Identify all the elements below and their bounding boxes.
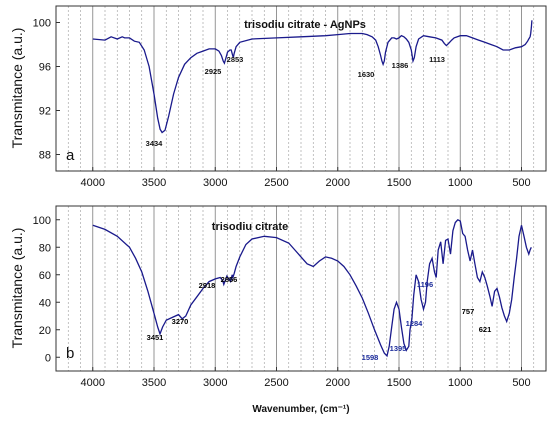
panel-a: 4000 3500 3000 2500 2000 1500 1000 500 88 92 96 100… <box>9 5 547 190</box>
y-tick-label-b-20: 20 <box>39 325 51 337</box>
x-tick-label-b-1000: 1000 <box>448 377 472 389</box>
x-tick-label-a-1500: 1500 <box>387 177 411 189</box>
peak-label-621: 621 <box>479 325 492 334</box>
panel-a-y-axis-label: Transmitance (a.u.) <box>9 28 25 149</box>
panel-a-plot-frame <box>55 5 547 172</box>
panel-b: 4000 3500 3000 2500 2000 1500 1000 500 0 20 40 60 80… <box>9 205 547 389</box>
x-tick-label-a-500: 500 <box>512 177 530 189</box>
panel-b-ticks: 4000 3500 3000 2500 2000 1500 1000 500 0 20 40 60 80… <box>33 215 531 389</box>
panel-a-ticks: 4000 3500 3000 2500 2000 1500 1000 500 88 92 96 100 <box>33 18 531 190</box>
y-tick-label-a-88: 88 <box>39 150 51 162</box>
panel-b-spectrum-line <box>92 218 532 358</box>
x-tick-label-a-2500: 2500 <box>264 177 288 189</box>
peak-label-1386: 1386 <box>392 61 409 70</box>
peak-label-1598: 1598 <box>362 353 379 362</box>
panel-a-gridlines <box>67 6 535 171</box>
panel-b-letter: b <box>66 345 74 362</box>
y-tick-label-a-96: 96 <box>39 62 51 74</box>
y-tick-label-b-0: 0 <box>45 352 51 364</box>
peak-label-2925: 2925 <box>205 67 222 76</box>
x-tick-label-a-3500: 3500 <box>142 177 166 189</box>
panel-a-title: trisodiu citrate - AgNPs <box>244 19 366 31</box>
x-tick-label-b-3500: 3500 <box>142 377 166 389</box>
peak-label-1630: 1630 <box>358 70 375 79</box>
x-tick-label-a-1000: 1000 <box>448 177 472 189</box>
y-tick-label-a-100: 100 <box>33 18 51 30</box>
x-tick-label-b-2500: 2500 <box>264 377 288 389</box>
peak-label-1284: 1284 <box>406 319 424 328</box>
peak-label-3434: 3434 <box>146 139 164 148</box>
peak-label-2856: 2856 <box>221 275 238 284</box>
y-tick-label-b-40: 40 <box>39 297 51 309</box>
x-tick-label-b-3000: 3000 <box>203 377 227 389</box>
y-tick-label-b-80: 80 <box>39 242 51 254</box>
x-tick-label-b-1500: 1500 <box>387 377 411 389</box>
peak-label-1395: 1395 <box>390 344 407 353</box>
x-tick-label-a-4000: 4000 <box>81 177 105 189</box>
panel-b-title: trisodiu citrate <box>212 221 288 233</box>
panel-b-plot-frame <box>55 205 547 372</box>
x-tick-label-b-4000: 4000 <box>81 377 105 389</box>
y-tick-label-b-60: 60 <box>39 270 51 282</box>
peak-label-1113: 1113 <box>429 55 445 64</box>
panel-b-peak-labels: 3451 3270 2918 2856 1598 1395 1284 1196 … <box>147 275 492 362</box>
x-tick-label-a-3000: 3000 <box>203 177 227 189</box>
peak-label-757: 757 <box>462 307 475 316</box>
peak-label-2918: 2918 <box>199 281 216 290</box>
panel-b-y-axis-label: Transmitance (a.u.) <box>9 228 25 349</box>
x-tick-label-b-500: 500 <box>512 377 530 389</box>
panel-a-peak-labels: 3434 2925 2853 1630 1386 1113 <box>146 55 445 148</box>
peak-label-1196: 1196 <box>417 280 433 289</box>
panel-a-spectrum-line <box>92 20 533 134</box>
y-tick-label-a-92: 92 <box>39 106 51 118</box>
y-tick-label-b-100: 100 <box>33 215 51 227</box>
peak-label-2853: 2853 <box>227 55 244 64</box>
panel-b-gridlines <box>67 206 535 371</box>
peak-label-3270: 3270 <box>172 317 189 326</box>
x-axis-label: Wavenumber, (cm⁻¹) <box>252 404 349 415</box>
panel-a-letter: a <box>66 147 75 164</box>
x-tick-label-b-2000: 2000 <box>326 377 350 389</box>
peak-label-3451: 3451 <box>147 333 164 342</box>
x-tick-label-a-2000: 2000 <box>326 177 350 189</box>
